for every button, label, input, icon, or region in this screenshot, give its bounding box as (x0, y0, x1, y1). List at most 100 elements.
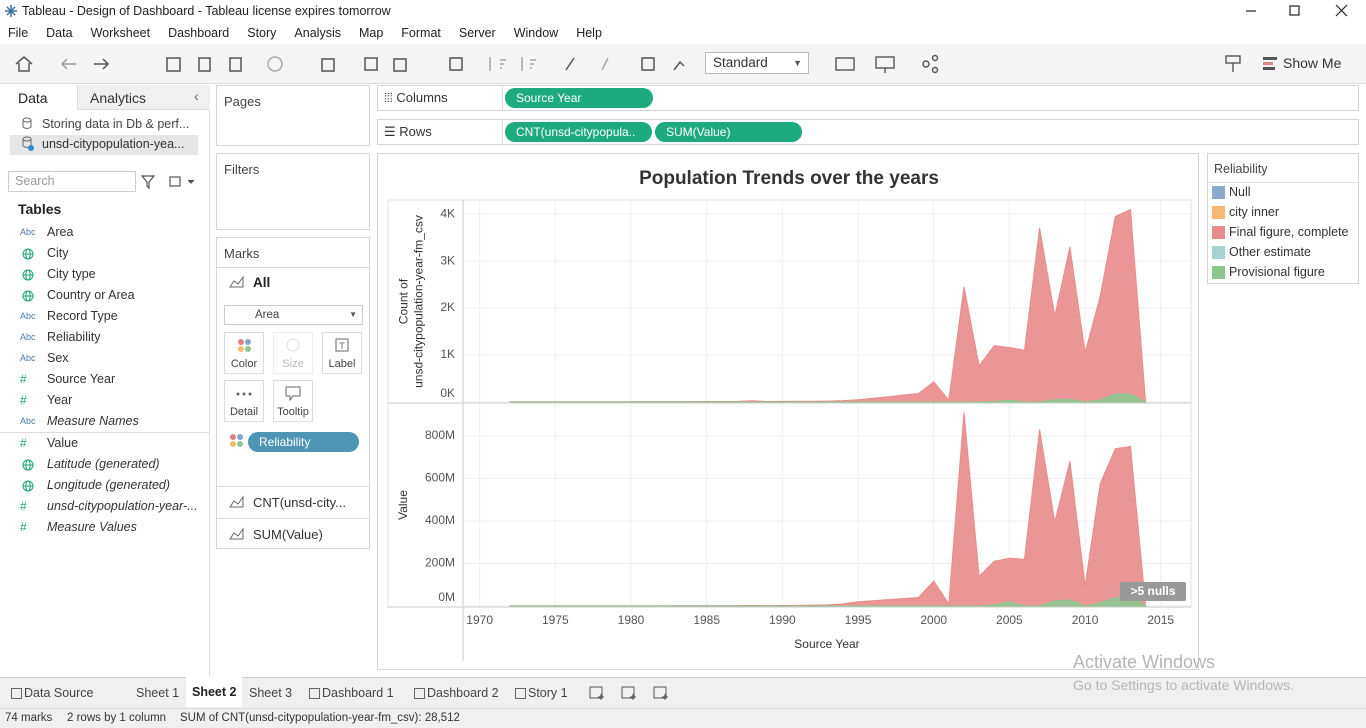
field[interactable]: Latitude (generated) (0, 454, 209, 475)
row-pill[interactable]: SUM(Value) (655, 122, 802, 142)
field[interactable]: Abc Area (0, 222, 209, 243)
field-name: Reliability (47, 330, 101, 344)
y-tick-label: 1K (440, 347, 455, 361)
menu-item[interactable]: Worksheet (90, 26, 151, 40)
area (509, 208, 1147, 403)
field[interactable]: # Measure Values (0, 517, 209, 538)
menu-item[interactable]: Analysis (294, 26, 341, 40)
window-controls[interactable] (1230, 0, 1366, 22)
data-source[interactable]: Storing data in Db & perf... (42, 117, 190, 131)
format-icon[interactable] (1224, 54, 1244, 74)
menu-item[interactable]: Map (358, 26, 384, 40)
legend-label[interactable]: Null (1229, 185, 1251, 199)
sheet-tab[interactable]: Data Source (8, 678, 130, 708)
show-me-icon[interactable] (1262, 55, 1278, 71)
field[interactable]: Abc Record Type (0, 306, 209, 327)
mark-button[interactable]: Color (224, 332, 264, 374)
collapse-arrow[interactable]: ‹ (194, 88, 199, 104)
field[interactable]: Longitude (generated) (0, 475, 209, 496)
column-pill[interactable]: Source Year (505, 88, 653, 108)
x-tick-label: 1990 (769, 613, 796, 627)
legend-label[interactable]: Final figure, complete (1229, 225, 1349, 239)
marks-all[interactable]: All (253, 275, 271, 290)
x-axis-label: Source Year (794, 637, 859, 651)
x-tick-label: 1975 (542, 613, 569, 627)
field[interactable]: # Source Year (0, 369, 209, 390)
mark-type-dropdown[interactable]: Area ▼ (224, 305, 363, 325)
x-tick-label: 1995 (845, 613, 872, 627)
sheet-tab[interactable]: Sheet 2 (186, 677, 242, 707)
sheet-tab[interactable]: Dashboard 1 (306, 678, 406, 708)
field-name: Year (47, 393, 73, 407)
data-source[interactable]: unsd-citypopulation-yea... (42, 137, 185, 151)
field-name: Country or Area (47, 288, 135, 302)
field[interactable]: Abc Sex (0, 348, 209, 369)
legend-swatch (1212, 186, 1225, 199)
menu-item[interactable]: Dashboard (168, 26, 230, 40)
mark-button-icon (286, 338, 300, 352)
measure-card[interactable]: SUM(Value) (253, 527, 323, 542)
mark-button[interactable]: Detail (224, 380, 264, 422)
color-pill[interactable]: Reliability (248, 432, 359, 452)
sheet-tab[interactable]: Dashboard 2 (411, 678, 509, 708)
row-pill-label: SUM(Value) (666, 125, 731, 139)
field-type: Abc (20, 332, 36, 342)
menu-item[interactable]: Server (458, 26, 496, 40)
sheet-tab-label: Dashboard 2 (427, 686, 499, 700)
sheet-tab-label: Sheet 3 (249, 686, 293, 700)
y-tick-label: 3K (440, 253, 455, 267)
rows-shelf: ☰ Rows CNT(unsd-citypopula.. SUM(Value) (377, 119, 1359, 145)
menu-item[interactable]: File (8, 26, 29, 40)
null-indicator: >5 nulls (1130, 584, 1175, 598)
menu-item[interactable]: Help (576, 26, 602, 40)
field-type: Abc (20, 311, 36, 321)
menu-item[interactable]: Window (513, 26, 559, 40)
legend-label[interactable]: Provisional figure (1229, 265, 1325, 279)
field[interactable]: # unsd-citypopulation-year-... (0, 496, 209, 517)
area (509, 393, 1146, 403)
status-summary: SUM of CNT(unsd-citypopulation-year-fm_c… (180, 712, 460, 724)
area-icon (229, 495, 244, 508)
divider (217, 518, 369, 519)
mark-button-icon (238, 339, 251, 352)
show-me[interactable]: Show Me (1283, 55, 1342, 71)
field[interactable]: # Year (0, 390, 209, 411)
search-tools[interactable] (140, 173, 200, 191)
field-name: Source Year (47, 372, 116, 386)
mark-button[interactable]: Size (273, 332, 313, 374)
fit-dropdown[interactable]: Standard ▼ (705, 52, 809, 74)
measure-card[interactable]: CNT(unsd-city... (253, 495, 346, 510)
x-tick-label: 1970 (466, 613, 493, 627)
sheet-tab-label: Sheet 1 (136, 686, 180, 700)
field[interactable]: Country or Area (0, 285, 209, 306)
tables-heading: Tables (18, 201, 62, 217)
field[interactable]: City (0, 243, 209, 264)
menu-item[interactable]: Story (247, 26, 277, 40)
data-tab[interactable]: Data (18, 90, 48, 106)
menu-item[interactable]: Data (46, 26, 73, 40)
tab-icon (515, 688, 526, 699)
sheet-tab-label: Dashboard 1 (322, 686, 394, 700)
sheet-tab[interactable]: Sheet 3 (243, 678, 299, 708)
mark-button[interactable]: T Label (322, 332, 362, 374)
toolbar-icons[interactable] (10, 52, 690, 76)
legend-label[interactable]: city inner (1229, 205, 1280, 219)
field[interactable]: City type (0, 264, 209, 285)
legend: Reliability Null city inner Final figure, … (1207, 153, 1359, 284)
legend-title: Reliability (1214, 162, 1268, 176)
search-box[interactable]: Search (8, 171, 136, 192)
field[interactable]: # Value (0, 432, 209, 454)
mark-button[interactable]: Tooltip (273, 380, 313, 422)
legend-label[interactable]: Other estimate (1229, 245, 1311, 259)
toolbar-icons-right[interactable] (834, 52, 944, 76)
row-pill[interactable]: CNT(unsd-citypopula.. (505, 122, 652, 142)
sheet-tab[interactable]: Story 1 (512, 678, 578, 708)
field[interactable]: Abc Reliability (0, 327, 209, 348)
menu-item[interactable]: Format (401, 26, 441, 40)
field[interactable]: Abc Measure Names (0, 411, 209, 432)
new-sheet-buttons[interactable] (588, 683, 678, 703)
field-list: Abc Area City City type Country or Area Abc Re… (0, 222, 209, 538)
sheet-tab[interactable]: Sheet 1 (130, 678, 184, 708)
analytics-tab[interactable]: Analytics (90, 90, 147, 106)
